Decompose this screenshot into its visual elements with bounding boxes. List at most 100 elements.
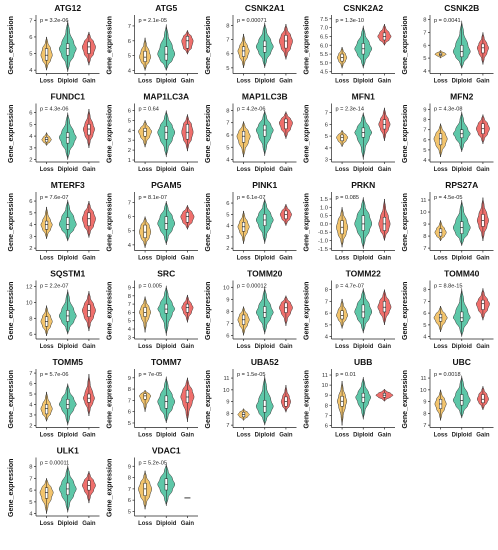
x-category-gain-tomm20: Gain bbox=[279, 344, 293, 350]
x-category-loss-uba52: Loss bbox=[237, 433, 252, 439]
y-tick-label-src: 5 bbox=[128, 319, 131, 325]
y-tick-label-src: 9 bbox=[128, 285, 131, 291]
panel-pink1: PINK1 Gene_expression 2 3 4 5 6 Loss Diploid Gain… bbox=[205, 180, 297, 262]
panel-title-atg12: ATG12 bbox=[54, 3, 81, 13]
box-loss-tomm7 bbox=[143, 393, 147, 400]
p-value-csnk2a1: p = 0.00071 bbox=[237, 18, 267, 24]
y-tick-label-mfn1: 4 bbox=[325, 146, 329, 152]
y-tick-label-ulk1: 7 bbox=[29, 476, 32, 482]
box-diploid-tomm22 bbox=[361, 304, 365, 319]
y-axis-label-csnk2b: Gene_expression bbox=[402, 16, 409, 74]
x-category-diploid-prkn: Diploid bbox=[353, 256, 374, 262]
box-loss-tomm22 bbox=[340, 310, 344, 320]
p-value-sqstm1: p = 2.2e-07 bbox=[40, 284, 68, 290]
y-tick-label-tomm20: 7 bbox=[226, 321, 229, 327]
x-category-gain-rps27a: Gain bbox=[476, 256, 490, 262]
y-tick-label-fundc1: 5 bbox=[29, 122, 32, 128]
p-value-tomm20: p = 0.00012 bbox=[237, 284, 267, 290]
y-tick-label-src: 3 bbox=[128, 335, 131, 341]
panel-title-tomm7: TOMM7 bbox=[151, 357, 182, 367]
y-axis-label-vdac1: Gene_expression bbox=[107, 459, 114, 517]
x-category-diploid-ubb: Diploid bbox=[353, 433, 374, 439]
p-value-csnk2b: p = 0.0041 bbox=[434, 18, 461, 24]
y-tick-label-prkn: -0.5 bbox=[318, 230, 328, 236]
box-loss-atg5 bbox=[143, 50, 147, 62]
box-diploid-tomm20 bbox=[263, 306, 267, 318]
x-category-loss-csnk2b: Loss bbox=[434, 79, 449, 85]
x-category-loss-vdac1: Loss bbox=[138, 521, 153, 527]
x-category-gain-tomm5: Gain bbox=[82, 433, 96, 439]
panel-title-uba52: UBA52 bbox=[251, 357, 279, 367]
x-category-loss-fundc1: Loss bbox=[40, 167, 55, 173]
x-category-loss-src: Loss bbox=[138, 344, 153, 350]
y-tick-label-src: 7 bbox=[128, 302, 131, 308]
x-category-loss-sqstm1: Loss bbox=[40, 344, 55, 350]
y-tick-label-tomm5: 7 bbox=[29, 371, 32, 377]
y-tick-label-prkn: 1.0 bbox=[320, 205, 328, 211]
box-loss-map1lc3b bbox=[242, 131, 246, 143]
y-tick-label-mfn2: 6 bbox=[423, 138, 426, 144]
y-axis-label-map1lc3b: Gene_expression bbox=[205, 105, 212, 163]
panel-tomm5: TOMM5 Gene_expression 2 3 4 5 6 7 Loss Diploid Gai… bbox=[8, 357, 100, 439]
box-gain-pgam5 bbox=[185, 212, 189, 223]
x-category-diploid-csnk2a2: Diploid bbox=[353, 79, 374, 85]
panel-rps27a: RPS27A Gene_expression 7 8 9 10 11 Loss Diploid G… bbox=[402, 180, 494, 262]
y-axis-label-mterf3: Gene_expression bbox=[8, 193, 15, 251]
x-category-loss-mterf3: Loss bbox=[40, 256, 55, 262]
y-axis-label-uba52: Gene_expression bbox=[205, 370, 212, 428]
x-category-loss-atg12: Loss bbox=[40, 79, 55, 85]
y-tick-label-uba52: 8 bbox=[226, 411, 229, 417]
x-category-gain-pink1: Gain bbox=[279, 256, 293, 262]
p-value-tomm7: p = 7e-05 bbox=[139, 372, 163, 378]
y-tick-label-csnk2a2: 7.0 bbox=[320, 26, 328, 32]
panel-title-src: SRC bbox=[157, 269, 175, 279]
y-tick-label-mfn1: 5 bbox=[325, 134, 328, 140]
y-axis-label-tomm7: Gene_expression bbox=[107, 370, 114, 428]
panel-fundc1: FUNDC1 Gene_expression 2 3 4 5 6 Loss Diploid Gai… bbox=[8, 92, 100, 173]
y-axis-label-map1lc3a: Gene_expression bbox=[107, 105, 114, 163]
p-value-mfn1: p = 2.3e-14 bbox=[336, 107, 364, 113]
y-tick-label-ubc: 7 bbox=[423, 423, 426, 429]
p-value-tomm22: p = 4.7e-07 bbox=[336, 284, 364, 290]
y-tick-label-uba52: 9 bbox=[226, 400, 229, 406]
y-tick-label-rps27a: 10 bbox=[420, 210, 426, 216]
box-gain-tomm40 bbox=[481, 299, 485, 310]
y-tick-label-tomm20: 6 bbox=[226, 333, 229, 339]
box-loss-csnk2a1 bbox=[242, 46, 246, 57]
y-tick-label-map1lc3a: 3 bbox=[128, 138, 131, 144]
x-category-diploid-tomm20: Diploid bbox=[255, 344, 276, 350]
x-category-loss-tomm40: Loss bbox=[434, 344, 449, 350]
panel-ubc: UBC Gene_expression 7 8 9 10 11 Loss Diploid Gain… bbox=[402, 357, 494, 439]
panel-ulk1: ULK1 Gene_expression 4 5 6 7 8 Loss Diploid Gain p… bbox=[8, 446, 100, 527]
box-diploid-map1lc3b bbox=[263, 124, 267, 137]
x-category-diploid-pink1: Diploid bbox=[255, 256, 276, 262]
panel-title-vdac1: VDAC1 bbox=[152, 446, 181, 456]
y-tick-label-ulk1: 8 bbox=[29, 465, 32, 471]
y-tick-label-csnk2b: 6 bbox=[423, 43, 426, 49]
panel-title-prkn: PRKN bbox=[351, 180, 375, 190]
box-diploid-pgam5 bbox=[164, 216, 168, 230]
p-value-rps27a: p = 4.5e-05 bbox=[434, 195, 462, 201]
y-tick-label-pink1: 6 bbox=[226, 201, 229, 207]
y-tick-label-mfn1: 7 bbox=[325, 111, 328, 117]
p-value-csnk2a2: p = 1.3e-10 bbox=[336, 18, 364, 24]
y-tick-label-csnk2a2: 6.0 bbox=[320, 43, 328, 49]
p-value-tomm5: p = 5.7e-06 bbox=[40, 372, 68, 378]
y-tick-label-ubb: 9 bbox=[325, 393, 328, 399]
panel-title-sqstm1: SQSTM1 bbox=[50, 269, 85, 279]
y-tick-label-csnk2b: 7 bbox=[423, 30, 426, 36]
x-category-diploid-ulk1: Diploid bbox=[58, 521, 79, 527]
x-category-gain-tomm7: Gain bbox=[181, 433, 195, 439]
panel-title-tomm20: TOMM20 bbox=[247, 269, 283, 279]
panel-map1lc3a: MAP1LC3A Gene_expression 1 2 3 4 5 6 Loss Diploid… bbox=[107, 92, 198, 173]
panel-title-rps27a: RPS27A bbox=[445, 180, 478, 190]
box-gain-map1lc3b bbox=[284, 118, 288, 130]
x-category-loss-map1lc3a: Loss bbox=[138, 167, 153, 173]
y-tick-label-prkn: 1.5 bbox=[320, 197, 328, 203]
x-category-loss-atg5: Loss bbox=[138, 79, 153, 85]
box-gain-csnk2a1 bbox=[284, 35, 288, 49]
box-diploid-csnk2b bbox=[460, 45, 464, 58]
box-loss-mterf3 bbox=[45, 220, 49, 230]
y-tick-label-csnk2a2: 6.5 bbox=[320, 34, 328, 40]
x-category-diploid-mterf3: Diploid bbox=[58, 256, 79, 262]
